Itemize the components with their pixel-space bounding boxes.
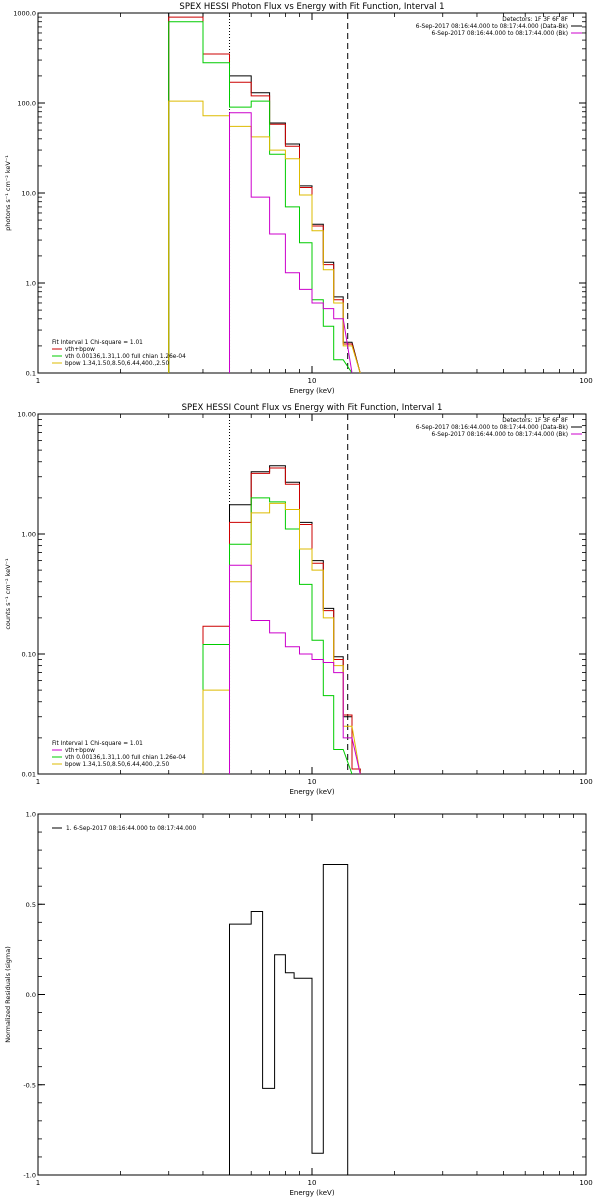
y-tick-label: 1.00 (22, 531, 36, 539)
y-tick-label: 10.0 (22, 190, 36, 198)
y-axis-label: counts s⁻¹ cm⁻² keV⁻¹ (4, 558, 12, 630)
x-tick-label: 1 (36, 377, 40, 385)
x-tick-label: 1 (36, 778, 40, 786)
x-axis-label: Energy (keV) (289, 788, 334, 796)
x-tick-label: 1 (36, 1179, 40, 1187)
series-vth-step (168, 21, 353, 374)
legend-fit-line: vth 0.00136,1.31,1.00 full chian 1.26e-0… (65, 354, 186, 360)
series-bpow-step (202, 502, 361, 775)
legend-top-line: 6-Sep-2017 08:16:44.000 to 08:17:44.000 … (432, 31, 568, 37)
series-data-step (229, 864, 349, 1175)
x-tick-label: 10 (308, 778, 317, 786)
x-axis-label: Energy (keV) (289, 387, 334, 395)
y-tick-label: 1.0 (26, 811, 36, 819)
chart-title: SPEX HESSI Count Flux vs Energy with Fit… (182, 403, 443, 413)
y-tick-label: 0.10 (22, 651, 36, 659)
y-tick-label: 1.0 (26, 280, 36, 288)
legend-top-line: Detectors: 1F 3F 6F 8F (502, 418, 568, 424)
x-tick-label: 10 (308, 377, 317, 385)
x-tick-label: 100 (579, 778, 592, 786)
legend-fit-line: vth+bpow (65, 347, 95, 353)
x-axis-label: Energy (keV) (289, 1189, 334, 1197)
legend-top-line: 6-Sep-2017 08:16:44.000 to 08:17:44.000 … (416, 425, 568, 431)
y-tick-label: 0.0 (26, 991, 36, 999)
legend-fit-line: bpow 1.34,1.50,8.50,6.44,400.,2.50 (65, 361, 169, 367)
series-total-step (168, 16, 361, 374)
y-tick-label: 10.00 (17, 411, 36, 419)
y-tick-label: -0.5 (23, 1081, 36, 1089)
x-tick-label: 100 (579, 1179, 592, 1187)
chart-title: SPEX HESSI Photon Flux vs Energy with Fi… (179, 2, 444, 12)
legend-top-line: 6-Sep-2017 08:16:44.000 to 08:17:44.000 … (416, 24, 568, 30)
y-tick-label: 0.01 (22, 771, 36, 779)
legend-fit-line: bpow 1.34,1.50,8.50,6.44,400.,2.50 (65, 762, 169, 768)
y-tick-label: -1.0 (23, 1172, 36, 1180)
series-thermal_part-step (229, 112, 353, 374)
series-total-step (202, 467, 361, 774)
count-flux-panel: SPEX HESSI Count Flux vs Energy with Fit… (4, 403, 593, 796)
series-thermal_part-step (229, 564, 361, 775)
y-tick-label: 0.5 (26, 901, 36, 909)
series-bpow-step (168, 100, 361, 374)
x-tick-label: 100 (579, 377, 592, 385)
legend-fit-header: Fit Interval 1 Chi-square = 1.01 (52, 741, 143, 747)
legend-residual-line: 1. 6-Sep-2017 08:16:44.000 to 08:17:44.0… (66, 826, 196, 832)
legend-fit-line: vth+bpow (65, 748, 95, 754)
legend-top-line: 6-Sep-2017 08:16:44.000 to 08:17:44.000 … (432, 432, 568, 438)
y-axis-label: photons s⁻¹ cm⁻² keV⁻¹ (4, 155, 12, 231)
photon-flux-panel: SPEX HESSI Photon Flux vs Energy with Fi… (4, 2, 593, 395)
y-tick-label: 1000.0 (13, 10, 36, 18)
legend-fit-line: vth 0.00136,1.31,1.00 full chian 1.26e-0… (65, 755, 186, 761)
residuals-panel: Energy (keV) Normalized Residuals (sigma)… (4, 811, 593, 1198)
y-tick-label: 100.0 (17, 100, 36, 108)
legend-top-line: Detectors: 1F 3F 6F 8F (502, 17, 568, 23)
series-data-step (229, 465, 361, 774)
legend-fit-header: Fit Interval 1 Chi-square = 1.01 (52, 340, 143, 346)
x-tick-label: 10 (308, 1179, 317, 1187)
series-data-step (168, 12, 361, 374)
series-vth-step (202, 497, 353, 775)
y-axis-label: Normalized Residuals (sigma) (4, 946, 12, 1043)
y-tick-label: 0.1 (26, 370, 36, 378)
